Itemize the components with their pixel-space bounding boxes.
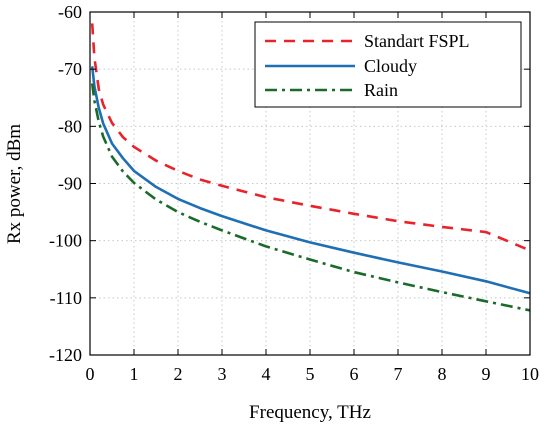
x-tick-label: 0 [86, 364, 95, 384]
x-tick-label: 9 [482, 364, 491, 384]
tick-labels: 0 1 2 3 4 5 6 7 8 9 10 -60 -70 -80 -90 -100 -110 -120 [49, 2, 539, 384]
x-axis-title: Frequency, THz [249, 402, 371, 423]
x-tick-label: 3 [218, 364, 227, 384]
x-tick-label: 1 [130, 364, 139, 384]
y-tick-label: -60 [58, 2, 82, 22]
x-tick-label: 6 [350, 364, 359, 384]
x-tick-label: 5 [306, 364, 315, 384]
tick-group [89, 11, 531, 356]
x-tick-label: 7 [394, 364, 403, 384]
series-line-cloudy [90, 66, 531, 295]
x-tick-label: 8 [438, 364, 447, 384]
y-tick-label: -90 [58, 174, 82, 194]
legend-box [254, 21, 522, 108]
grid [90, 12, 530, 355]
legend-label-cloudy: Cloudy [364, 56, 417, 76]
x-tick-label: 4 [262, 364, 271, 384]
x-tick-label: 2 [174, 364, 183, 384]
y-tick-label: -80 [58, 116, 82, 136]
y-tick-label: -110 [50, 288, 82, 308]
x-tick-label: 10 [521, 364, 539, 384]
legend: Standart FSPL Cloudy Rain [254, 21, 522, 108]
series-group [90, 23, 531, 312]
y-axis-title: Rx power, dBm [4, 124, 25, 244]
y-tick-label: -120 [49, 345, 82, 365]
series-line-rain [90, 83, 531, 312]
legend-label-rain: Rain [364, 80, 398, 100]
series-line-standart-fspl [90, 23, 531, 252]
legend-label-standart-fspl: Standart FSPL [364, 31, 470, 51]
y-tick-label: -100 [49, 231, 82, 251]
y-tick-label: -70 [58, 59, 82, 79]
